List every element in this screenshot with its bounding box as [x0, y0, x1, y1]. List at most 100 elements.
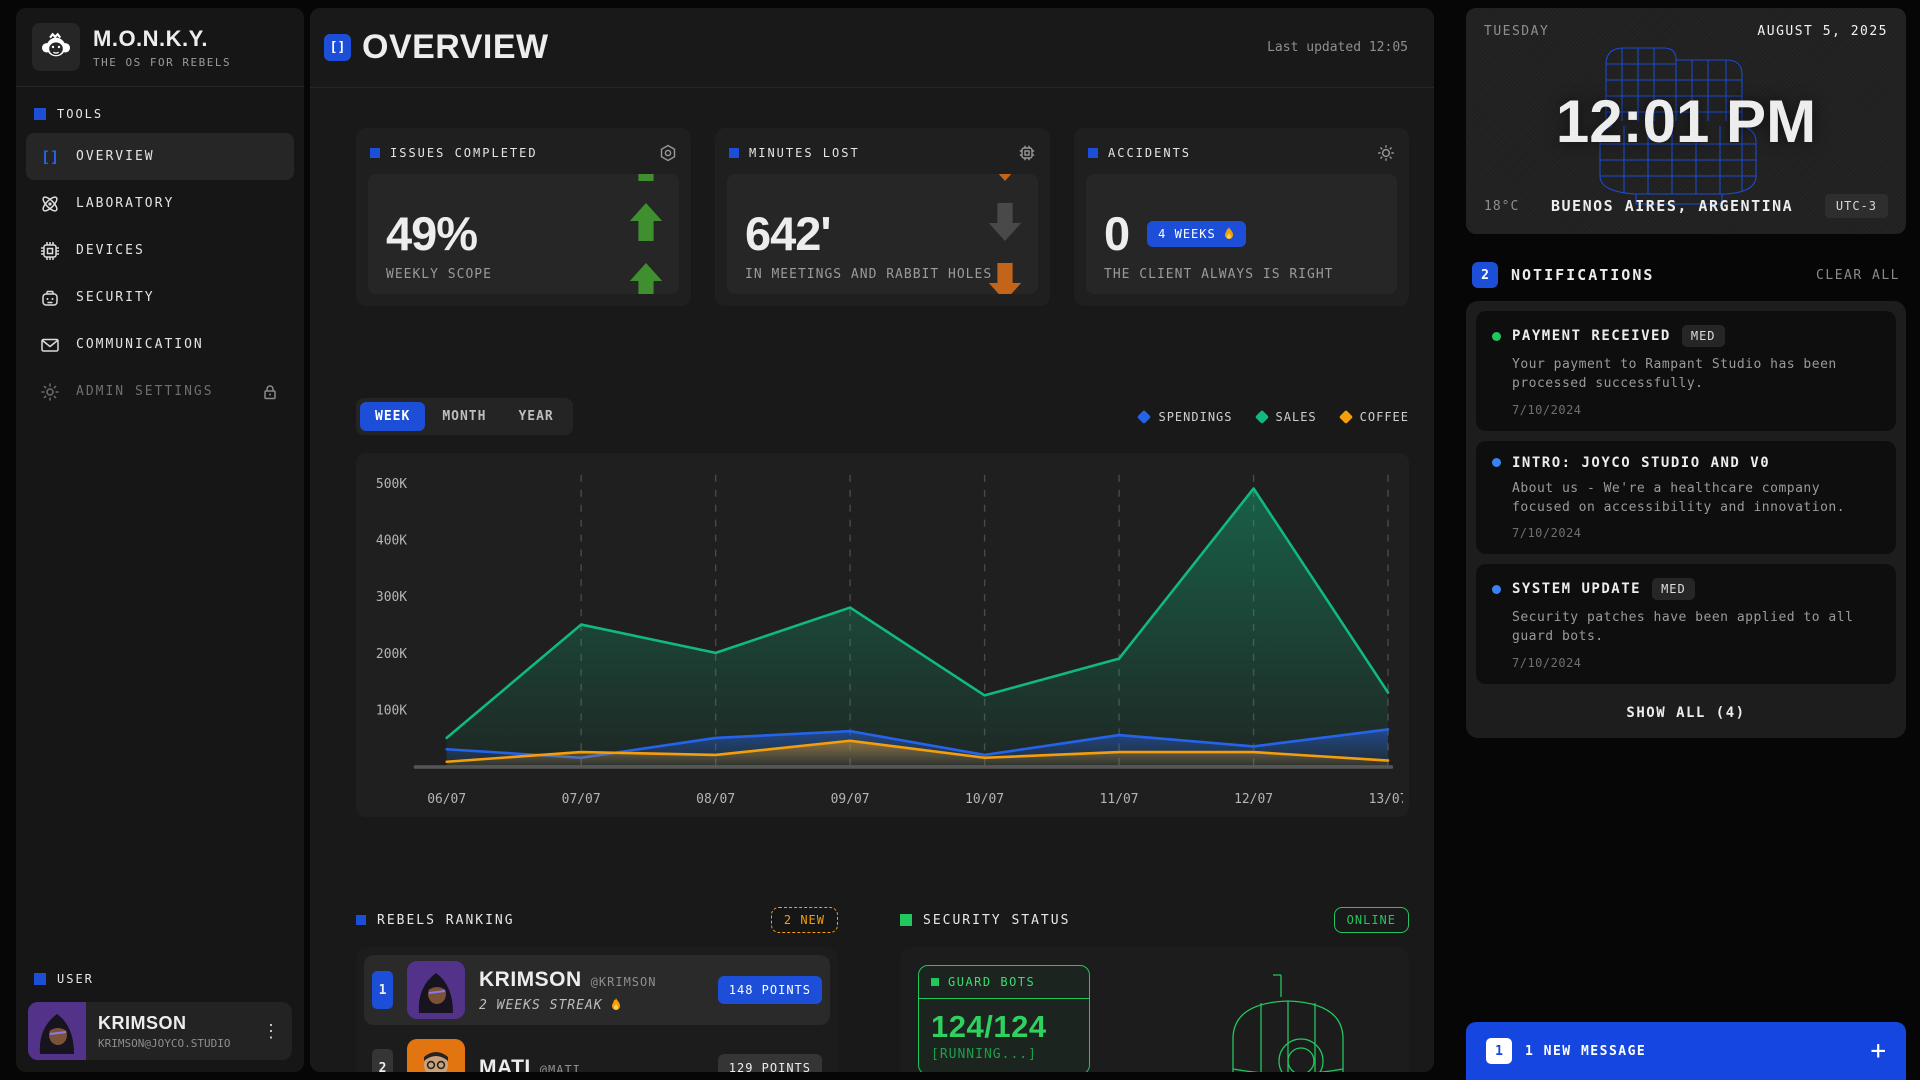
x-axis-tick: 12/07 [1234, 792, 1273, 807]
diamond-icon [1254, 409, 1269, 424]
guard-bots-count: 124/124 [931, 1009, 1047, 1044]
stats-row: ISSUES COMPLETED 49% WEEKLY SCOPE [356, 128, 1409, 306]
security-status-section: SECURITY STATUS ONLINE GUARD BOTS 124/12… [900, 907, 1409, 1072]
notification-body: Your payment to Rampant Studio has been … [1512, 357, 1837, 391]
clock-bottom-row: 18°C BUENOS AIRES, ARGENTINA UTC-3 [1484, 194, 1888, 218]
y-axis-tick: 200K [376, 647, 407, 662]
overview-brackets-icon: [] [324, 34, 351, 61]
series-sales [445, 487, 1390, 767]
robot-icon [39, 287, 61, 309]
settings-chip-icon[interactable] [1018, 144, 1036, 162]
sidebar-item-admin-settings[interactable]: ADMIN SETTINGS [26, 368, 294, 415]
priority-badge: MED [1681, 325, 1725, 347]
app-title: M.O.N.K.Y. [93, 25, 209, 51]
clock-widget: TUESDAY AUGUST 5, 2025 12:01 PM 18°C [1466, 8, 1906, 234]
notifications-title: NOTIFICATIONS [1511, 266, 1655, 284]
guard-bots-header: GUARD BOTS [919, 966, 1089, 999]
sidebar-item-security[interactable]: SECURITY [26, 274, 294, 321]
area-chart-card: 06/07 07/07 08/07 09/07 10/07 11/07 12/07 13/07… [356, 453, 1409, 817]
notification-count-badge: 2 [1472, 262, 1498, 288]
blue-square-icon [34, 973, 46, 985]
new-count-badge: 2 NEW [770, 907, 838, 933]
x-axis-tick: 11/07 [1100, 792, 1139, 807]
rank-number-badge: 1 [372, 971, 393, 1009]
user-menu-dots-icon[interactable]: ⋮ [262, 1020, 280, 1042]
y-axis-tick: 500K [376, 477, 407, 492]
sidebar-item-overview[interactable]: [] OVERVIEW [26, 133, 294, 180]
new-message-banner[interactable]: 1 1 NEW MESSAGE + [1466, 1022, 1906, 1080]
notification-title: INTRO: JOYCO STUDIO AND V0 [1512, 454, 1771, 471]
main-header: [] OVERVIEW Last updated 12:05 [310, 8, 1434, 88]
bottom-sections: REBELS RANKING 2 NEW 1 [356, 907, 1409, 1072]
status-dot-icon [1492, 458, 1501, 468]
rank-row-2: 2 [364, 1033, 830, 1072]
sidebar-item-laboratory[interactable]: LABORATORY [26, 180, 294, 227]
plus-icon[interactable]: + [1870, 1036, 1886, 1066]
stat-card-accidents: ACCIDENTS 0 4 WEEKS [1074, 128, 1409, 306]
stat-card-body: 642' IN MEETINGS AND RABBIT HOLES [727, 174, 1038, 294]
x-axis-tick: 08/07 [696, 792, 735, 807]
settings-hexagon-icon[interactable] [659, 144, 677, 162]
chart-range-tabs: WEEK MONTH YEAR [356, 398, 573, 435]
diamond-icon [1338, 409, 1353, 424]
trend-down-arrows-icon [986, 174, 1024, 294]
notification-card-system[interactable]: SYSTEM UPDATE MED Security patches have … [1476, 564, 1896, 685]
notification-title: SYSTEM UPDATE [1512, 581, 1642, 598]
y-axis-tick: 400K [376, 534, 407, 549]
x-axis-tick: 07/07 [562, 792, 601, 807]
sidebar-item-communication[interactable]: COMMUNICATION [26, 321, 294, 368]
clock-top-row: TUESDAY AUGUST 5, 2025 [1484, 24, 1888, 39]
notification-card-payment[interactable]: PAYMENT RECEIVED MED Your payment to Ram… [1476, 311, 1896, 431]
x-axis-tick: 10/07 [965, 792, 1004, 807]
stat-card-body: 0 4 WEEKS THE CLIENT ALWAYS IS RIGHT [1086, 174, 1397, 294]
status-dot-icon [1492, 331, 1501, 341]
blue-square-icon [370, 148, 380, 158]
brackets-icon: [] [40, 147, 60, 166]
show-all-button[interactable]: SHOW ALL (4) [1626, 705, 1746, 722]
guard-bots-card: GUARD BOTS 124/124 [RUNNING...] [918, 965, 1090, 1072]
stat-card-issues: ISSUES COMPLETED 49% WEEKLY SCOPE [356, 128, 691, 306]
points-badge: 148 POINTS [717, 976, 822, 1004]
chip-icon [39, 240, 61, 262]
stat-caption: IN MEETINGS AND RABBIT HOLES [745, 267, 993, 282]
avatar [407, 961, 465, 1019]
wireframe-graphic [1599, 47, 1757, 205]
sidebar-item-devices[interactable]: DEVICES [26, 227, 294, 274]
notification-title: PAYMENT RECEIVED [1512, 328, 1671, 344]
gear-icon [39, 381, 61, 403]
notification-card-intro[interactable]: INTRO: JOYCO STUDIO AND V0 About us - We… [1476, 440, 1896, 555]
x-axis-tick: 09/07 [831, 792, 870, 807]
user-info: KRIMSON KRIMSON@JOYCO.STUDIO [86, 1005, 250, 1058]
app-subtitle: THE OS FOR REBELS [93, 55, 232, 69]
sidebar: M.O.N.K.Y. THE OS FOR REBELS TOOLS [] OV… [16, 8, 304, 1072]
stat-caption: WEEKLY SCOPE [386, 267, 492, 282]
online-status-badge: ONLINE [1333, 907, 1409, 933]
stat-value: 642' [745, 207, 832, 260]
avatar [407, 1039, 465, 1072]
notification-date: 7/10/2024 [1512, 656, 1582, 671]
right-rail: TUESDAY AUGUST 5, 2025 12:01 PM 18°C [1466, 8, 1906, 1080]
trend-up-arrows-icon [627, 174, 665, 294]
notification-body: Security patches have been applied to al… [1512, 610, 1854, 645]
stat-card-minutes-lost: MINUTES LOST 642' IN MEETINGS AND RABBIT… [715, 128, 1050, 306]
monkey-logo-icon [32, 23, 80, 71]
area-chart: 06/07 07/07 08/07 09/07 10/07 11/07 12/07 13/07… [376, 474, 1403, 807]
tab-month[interactable]: MONTH [442, 409, 487, 424]
green-square-icon [900, 914, 912, 926]
atom-icon [39, 193, 61, 215]
chart-toolbar: WEEK MONTH YEAR SPENDINGS SALES [356, 398, 1409, 435]
x-axis-tick: 06/07 [427, 792, 466, 807]
blue-square-icon [1088, 148, 1098, 158]
stat-value-row: 0 4 WEEKS [1104, 210, 1379, 257]
stat-card-header: MINUTES LOST [727, 140, 1038, 174]
clear-all-button[interactable]: CLEAR ALL [1816, 267, 1900, 283]
series-coffee [445, 739, 1390, 767]
clock-center: 12:01 PM [1466, 8, 1906, 234]
notification-date: 7/10/2024 [1512, 526, 1582, 541]
settings-gear-icon[interactable] [1377, 144, 1395, 162]
rank-info: KRIMSON @KRIMSON 2 WEEKS STREAK [479, 968, 704, 1013]
tab-year[interactable]: YEAR [518, 409, 554, 424]
blue-square-icon [34, 108, 46, 120]
last-updated: Last updated 12:05 [1267, 40, 1408, 55]
tab-week[interactable]: WEEK [360, 402, 426, 431]
